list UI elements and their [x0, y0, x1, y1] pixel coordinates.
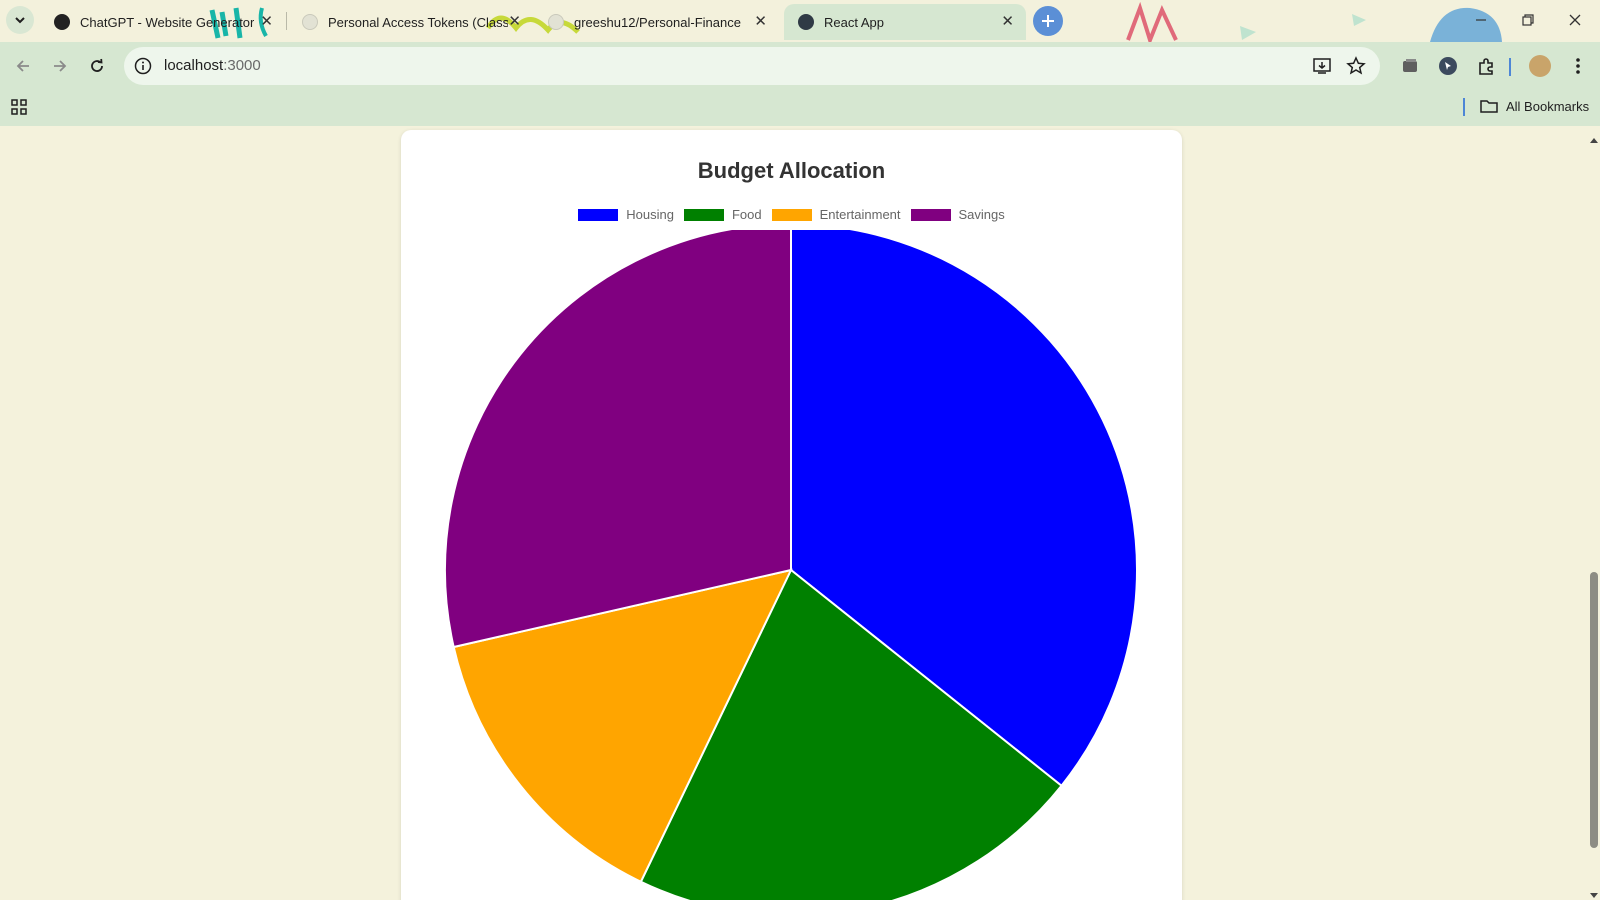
window-close-button[interactable]	[1560, 8, 1590, 32]
install-app-icon[interactable]	[1312, 56, 1332, 76]
scrollbar-thumb[interactable]	[1590, 572, 1598, 848]
apps-grid-icon[interactable]	[10, 98, 28, 121]
github-icon	[548, 14, 564, 30]
toolbar-divider	[1509, 58, 1511, 76]
bookmark-star-icon[interactable]	[1346, 56, 1366, 76]
minimize-icon	[1476, 19, 1486, 21]
restore-button[interactable]	[1513, 8, 1543, 32]
page-scrollbar[interactable]	[1588, 126, 1600, 900]
all-bookmarks-button[interactable]: All Bookmarks	[1480, 98, 1589, 114]
legend-label: Food	[731, 207, 762, 222]
minimize-button[interactable]	[1466, 8, 1496, 32]
close-icon[interactable]: ✕	[754, 13, 767, 30]
chart-legend: Housing Food Entertainment Savings	[401, 207, 1182, 222]
url-host: localhost	[164, 57, 224, 74]
bookmarks-divider	[1463, 98, 1465, 116]
new-tab-button[interactable]	[1033, 6, 1063, 36]
pie-slice-savings[interactable]	[444, 230, 792, 649]
back-button[interactable]	[9, 52, 37, 80]
chatgpt-icon	[54, 14, 70, 30]
url-text[interactable]: localhost:3000	[164, 57, 261, 74]
arrow-left-icon	[16, 60, 29, 72]
legend-label: Entertainment	[819, 207, 901, 222]
pie-slice-food[interactable]	[639, 568, 1063, 900]
folder-icon	[1480, 100, 1498, 113]
legend-item-savings[interactable]: Savings	[910, 207, 1005, 222]
legend-item-housing[interactable]: Housing	[578, 207, 674, 222]
reload-icon	[91, 58, 103, 72]
all-bookmarks-label: All Bookmarks	[1506, 98, 1590, 114]
close-icon[interactable]: ✕	[1001, 13, 1014, 30]
close-icon	[1569, 14, 1581, 26]
github-icon	[302, 14, 318, 30]
arrow-right-icon	[54, 60, 67, 72]
extension-icon[interactable]	[1398, 54, 1422, 78]
legend-label: Housing	[626, 207, 674, 222]
react-icon	[798, 14, 814, 30]
forward-button[interactable]	[46, 52, 74, 80]
reload-button[interactable]	[83, 52, 111, 80]
legend-swatch	[578, 208, 619, 221]
tab-title: greeshu12/Personal-Finance	[574, 14, 741, 30]
scroll-down-icon[interactable]	[1590, 886, 1598, 900]
tab-react-app[interactable]: React App ✕	[784, 4, 1026, 40]
legend-swatch	[771, 208, 812, 221]
tab-title: Personal Access Tokens (Classic)	[328, 14, 508, 30]
scroll-up-icon[interactable]	[1590, 130, 1598, 148]
site-info-icon[interactable]	[134, 57, 152, 80]
close-icon[interactable]: ✕	[260, 13, 273, 30]
tab-title: React App	[824, 14, 884, 30]
restore-icon	[1522, 14, 1534, 26]
browser-toolbar: localhost:3000	[0, 42, 1600, 90]
tab-personal-access-tokens[interactable]: Personal Access Tokens (Classic) ✕	[288, 4, 533, 40]
legend-label: Savings	[958, 207, 1005, 222]
pie-slice-entertainment[interactable]	[452, 568, 793, 884]
address-bar[interactable]: localhost:3000	[124, 47, 1380, 85]
tab-chatgpt[interactable]: ChatGPT - Website Generator ✕	[40, 4, 285, 40]
page-viewport: Budget Allocation Housing Food Entertainme…	[0, 126, 1588, 900]
legend-item-food[interactable]: Food	[683, 207, 762, 222]
chart-title: Budget Allocation	[697, 158, 886, 183]
pie-slice-housing[interactable]	[790, 230, 1138, 788]
budget-chart-card: Budget Allocation Housing Food Entertainme…	[401, 130, 1182, 900]
more-menu-icon[interactable]	[1566, 54, 1590, 78]
close-icon[interactable]: ✕	[508, 13, 521, 30]
legend-item-entertainment[interactable]: Entertainment	[771, 207, 901, 222]
plus-icon	[1042, 15, 1054, 27]
tab-title: ChatGPT - Website Generator	[80, 14, 255, 30]
legend-swatch	[910, 208, 951, 221]
legend-swatch	[683, 208, 724, 221]
cursor-extension-icon[interactable]	[1436, 54, 1460, 78]
extensions-puzzle-icon[interactable]	[1474, 54, 1498, 78]
bookmarks-bar: All Bookmarks	[0, 90, 1600, 126]
chevron-down-icon	[15, 17, 25, 24]
tab-divider	[286, 12, 287, 30]
profile-avatar[interactable]	[1529, 55, 1551, 77]
tab-personal-finance-repo[interactable]: greeshu12/Personal-Finance ✕	[534, 4, 779, 40]
tab-strip: ChatGPT - Website Generator ✕ Personal A…	[0, 0, 1600, 42]
url-port: :3000	[223, 57, 261, 74]
budget-pie-chart	[444, 230, 1138, 900]
tab-search-button[interactable]	[6, 6, 34, 34]
